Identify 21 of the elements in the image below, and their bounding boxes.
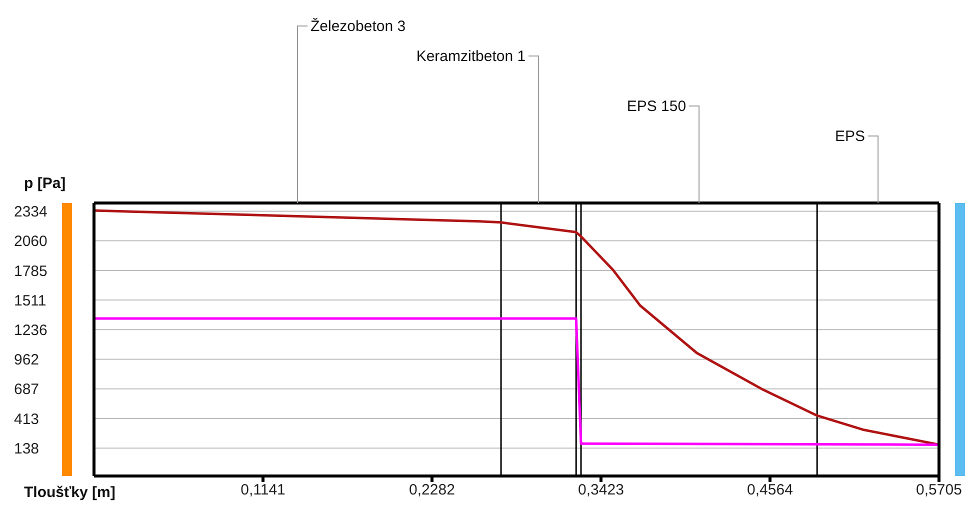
- y-tick-label: 2334: [14, 204, 48, 221]
- x-tick-label: 0,4564: [747, 482, 793, 499]
- text: Železobeton 3: [310, 17, 406, 35]
- line-series: [94, 209, 939, 446]
- x-axis-title: Tloušťky [m]: [24, 484, 116, 501]
- y-tick-label: 413: [14, 410, 40, 428]
- y-tick-label: 1236: [14, 322, 48, 340]
- y-tick-label: 962: [14, 352, 40, 369]
- x-tick-label: 0,3423: [578, 482, 624, 499]
- y-tick-label: 138: [14, 440, 40, 458]
- y-tick-label: 1785: [14, 262, 48, 280]
- text: Keramzitbeton 1: [416, 48, 526, 65]
- y-axis-title: p [Pa]: [24, 175, 66, 192]
- text: EPS 150: [626, 98, 686, 115]
- text: EPS: [835, 128, 866, 145]
- y-tick-label: 2060: [14, 233, 48, 250]
- y-tick-label: 1511: [14, 292, 46, 310]
- x-tick-label: 0,5705: [916, 482, 962, 499]
- x-tick-label: 0,1141: [240, 482, 286, 499]
- y-tick-label: 687: [14, 381, 40, 398]
- x-tick-label: 0,2282: [409, 482, 455, 499]
